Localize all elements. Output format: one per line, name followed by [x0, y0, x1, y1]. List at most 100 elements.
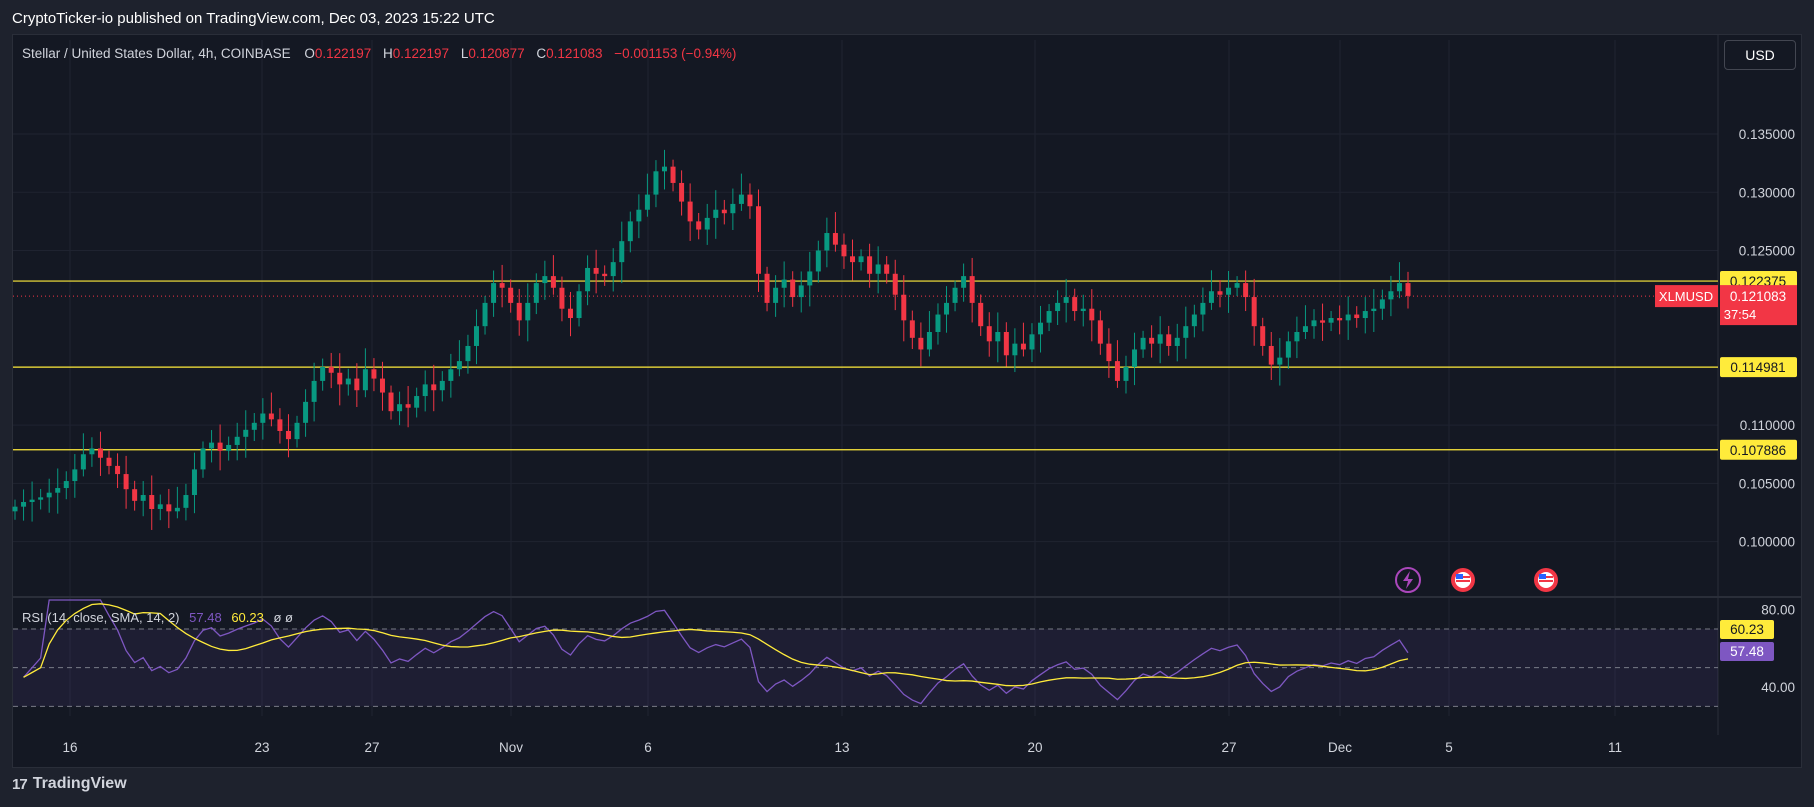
candle-body: [687, 201, 693, 222]
candle-body: [371, 369, 377, 379]
grid: [13, 35, 1801, 735]
candle-body: [1337, 318, 1343, 321]
candle-body: [1132, 349, 1138, 367]
candle-body: [1251, 297, 1257, 327]
candle-body: [1174, 337, 1180, 346]
candle-body: [867, 256, 873, 274]
rsi-label: RSI (14, close, SMA, 14, 2): [22, 610, 180, 625]
candle-body: [696, 221, 702, 230]
candle-body: [397, 404, 403, 412]
rsi-legend: RSI (14, close, SMA, 14, 2) 57.48 60.23 …: [22, 610, 293, 625]
candle-body: [388, 392, 394, 412]
candle-body: [824, 233, 830, 251]
candle-body: [1029, 334, 1035, 350]
rsi-legend-sma: 60.23: [231, 610, 264, 625]
candle-body: [1354, 314, 1360, 319]
legend-c-label: C: [536, 46, 546, 61]
candle-body: [337, 372, 343, 385]
currency-button[interactable]: USD: [1724, 40, 1796, 70]
candle-body: [1208, 291, 1214, 303]
rsi-tick-label: 80.00: [1761, 603, 1795, 618]
symbol-tag-label: XLMUSD: [1659, 289, 1713, 304]
candle-body: [909, 320, 915, 338]
chart-panel[interactable]: [12, 34, 1802, 768]
candle-body: [473, 326, 479, 346]
candle-body: [277, 419, 283, 431]
legend-o-value: 0.122197: [315, 46, 371, 61]
candle-body: [969, 276, 975, 303]
x-tick-label: 11: [1608, 740, 1622, 755]
us-flag-event-icon[interactable]: [1534, 568, 1558, 592]
candle-body: [918, 337, 924, 350]
candle-body: [730, 203, 736, 214]
current-price-tag: [1720, 285, 1797, 326]
us-flag-event-icon[interactable]: [1451, 568, 1475, 592]
candle-body: [858, 256, 864, 263]
candle-body: [815, 250, 821, 272]
candle-body: [97, 448, 103, 458]
candle-body: [781, 279, 787, 288]
legend-symbol: Stellar / United States Dollar, 4h, COIN…: [22, 46, 291, 61]
candle-body: [525, 302, 531, 321]
candle-body: [747, 194, 753, 207]
candle-body: [209, 442, 215, 449]
candle-body: [1183, 326, 1189, 338]
candle-body: [157, 504, 163, 509]
candle-body: [1114, 361, 1120, 381]
legend-l-value: 0.120877: [468, 46, 524, 61]
candle-body: [55, 488, 61, 493]
candle-body: [1405, 283, 1411, 296]
candle-body: [713, 209, 719, 218]
candle-body: [508, 287, 514, 303]
candle-body: [1123, 366, 1129, 381]
candle-body: [362, 369, 368, 391]
candle-body: [1200, 302, 1206, 315]
candle-body: [1140, 337, 1146, 350]
x-tick-label: 27: [364, 740, 379, 755]
tradingview-logo[interactable]: 17 TradingView: [12, 775, 127, 793]
candle-body: [123, 474, 129, 490]
candle-body: [140, 495, 146, 501]
legend-change: −0.001153 (−0.94%): [614, 46, 736, 61]
price-tick-label: 0.100000: [1739, 535, 1795, 550]
candle-body: [1038, 322, 1044, 335]
candle-body: [1106, 343, 1112, 362]
candle-body: [516, 302, 522, 321]
candle-body: [832, 233, 838, 245]
candle-body: [952, 287, 958, 303]
rsi-line: [23, 599, 1409, 705]
candle-body: [1097, 320, 1103, 344]
candle-body: [1362, 311, 1368, 319]
lightning-event-icon[interactable]: [1395, 567, 1421, 593]
candle-body: [132, 489, 138, 501]
candle-body: [499, 283, 505, 288]
legend-l-label: L: [461, 46, 469, 61]
candle-body: [1243, 283, 1249, 298]
candle-body: [1217, 291, 1223, 295]
candle-body: [89, 448, 95, 455]
candle-body: [661, 166, 667, 172]
legend-c-value: 0.121083: [546, 46, 602, 61]
candle-body: [884, 264, 890, 274]
candle-body: [320, 366, 326, 381]
candle-body: [166, 504, 172, 512]
candle-body: [491, 283, 497, 303]
candle-body: [550, 276, 556, 288]
candle-body: [311, 380, 317, 402]
candle-body: [756, 206, 762, 274]
candle-body: [1294, 332, 1300, 342]
candle-body: [294, 422, 300, 440]
candle-body: [482, 302, 488, 327]
candle-body: [1226, 287, 1232, 295]
candle-body: [46, 492, 52, 498]
candle-body: [260, 413, 266, 423]
candle-body: [1166, 334, 1172, 346]
legend-line: Stellar / United States Dollar, 4h, COIN…: [22, 46, 736, 61]
candle-body: [268, 413, 274, 420]
candle-body: [850, 256, 856, 263]
x-tick-label: Nov: [499, 740, 523, 755]
candle-body: [29, 499, 35, 503]
price-tick-label: 0.130000: [1739, 185, 1795, 200]
